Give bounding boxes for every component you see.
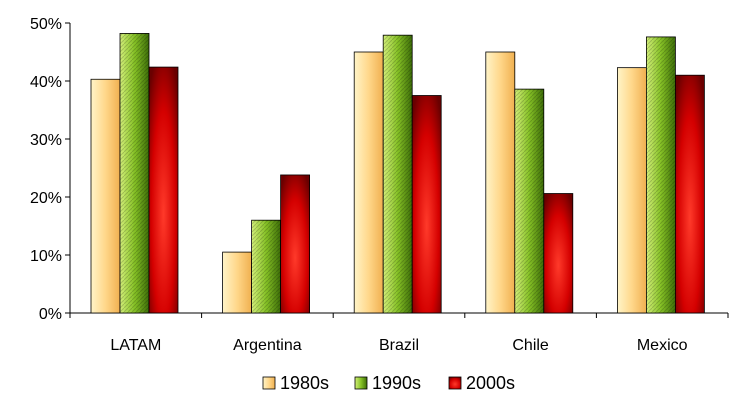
- bar-texture-chile-1990s: [514, 89, 544, 314]
- bar-texture-brazil-1990s: [383, 35, 413, 314]
- y-tick-label: 50%: [30, 16, 62, 33]
- bar-mexico-2000s: [675, 74, 705, 314]
- y-tick-label: 0%: [39, 306, 62, 323]
- bar-latam-1980s: [90, 78, 121, 314]
- y-tick-label: 20%: [30, 190, 62, 207]
- legend: 1980s 1990s 2000s: [262, 373, 515, 393]
- bar-chile-1980s: [485, 51, 516, 314]
- y-tick-label: 40%: [30, 74, 62, 91]
- bar-argentina-2000s: [280, 174, 311, 314]
- x-tick-label: LATAM: [110, 337, 161, 354]
- bar-texture-mexico-1990s: [646, 36, 676, 314]
- x-tick-label: Mexico: [637, 337, 688, 354]
- legend-label-2000s: 2000s: [466, 373, 515, 393]
- bar-brazil-1980s: [353, 51, 384, 314]
- legend-label-1980s: 1980s: [280, 373, 329, 393]
- legend-swatch-2000s: [448, 376, 462, 390]
- bar-chile-2000s: [543, 193, 574, 314]
- bar-brazil-2000s: [411, 95, 442, 314]
- bar-texture-argentina-1990s: [251, 220, 281, 313]
- bar-mexico-1980s: [617, 67, 647, 314]
- y-tick-label: 30%: [30, 132, 62, 149]
- bar-argentina-1980s: [222, 251, 253, 314]
- x-tick-label: Chile: [512, 337, 549, 354]
- bar-texture-latam-1990s: [120, 33, 149, 313]
- x-tick-label: Argentina: [233, 337, 302, 354]
- x-tick-label: Brazil: [379, 337, 419, 354]
- y-tick-label: 10%: [30, 248, 62, 265]
- legend-label-1990s: 1990s: [372, 373, 421, 393]
- legend-swatch-1990s: [354, 376, 368, 390]
- plot-area: 0% 10% 20% 30% 40% 50% LATAM Argentina Brazil Chi…: [30, 16, 729, 354]
- bar-latam-2000s: [148, 66, 179, 314]
- legend-swatch-1980s: [262, 376, 276, 390]
